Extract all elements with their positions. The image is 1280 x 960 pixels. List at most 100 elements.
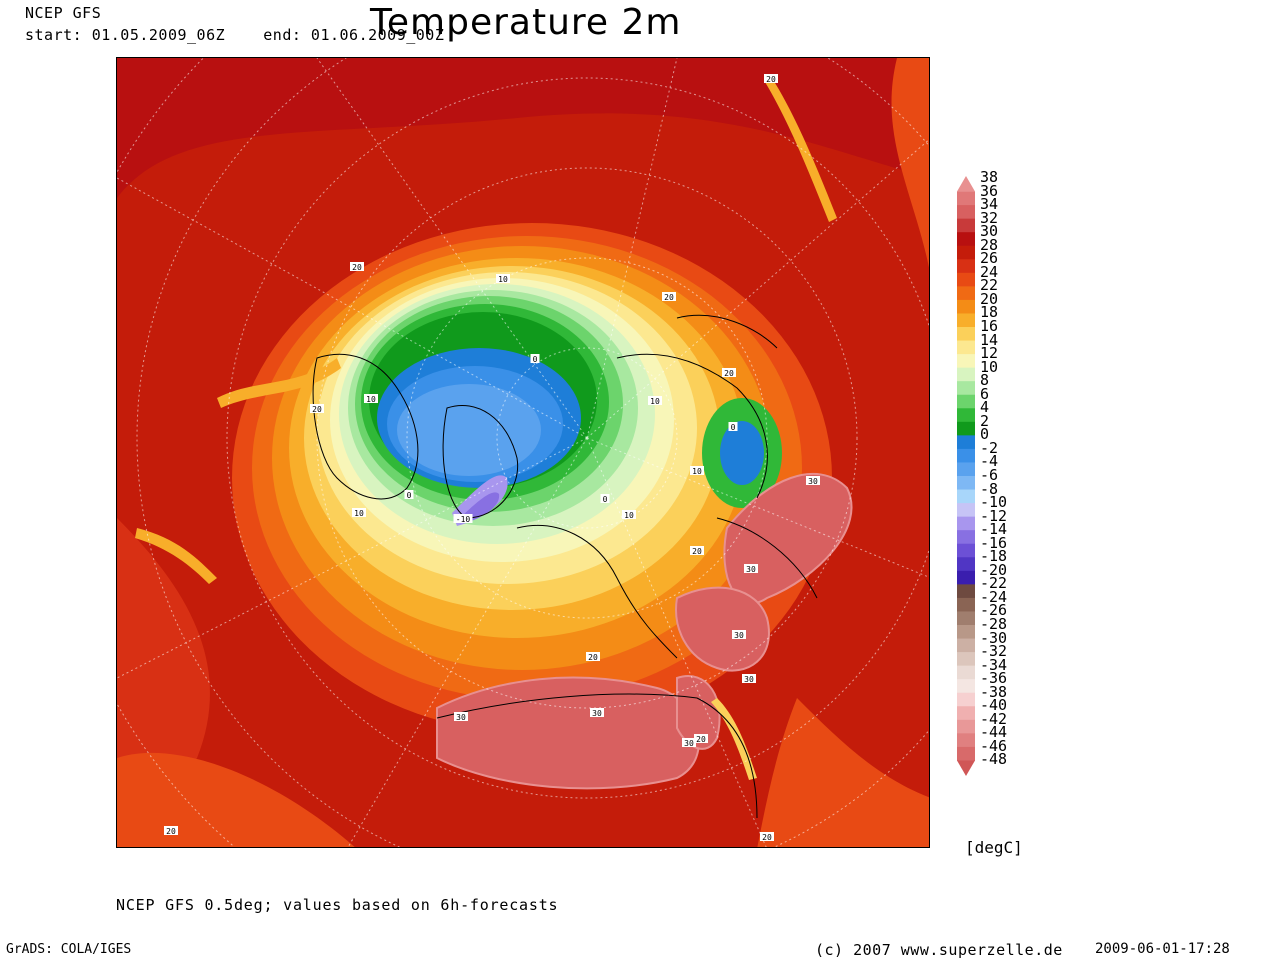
contour-label-bg xyxy=(453,514,473,523)
legend-tick-label: 32 xyxy=(980,208,999,227)
legend-swatch xyxy=(957,733,975,748)
contour-label-bg xyxy=(690,546,704,555)
legend-tick-label: 14 xyxy=(980,330,999,349)
chart-title: Temperature 2m xyxy=(370,2,682,43)
legend-tick-label: -16 xyxy=(980,533,1008,552)
contour-label-bg xyxy=(722,368,736,377)
legend-tick-label: -26 xyxy=(980,601,1008,620)
legend-swatch xyxy=(957,530,975,545)
legend-swatch xyxy=(957,462,975,477)
legend-tick-label: -30 xyxy=(980,628,1008,647)
legend-tick-label: 34 xyxy=(980,195,999,214)
contour-label-bg xyxy=(350,262,364,271)
legend-swatch xyxy=(957,625,975,640)
copyright: (c) 2007 www.superzelle.de xyxy=(815,941,1063,959)
central-asia-blue-patch xyxy=(720,421,764,485)
legend-tick-label: 28 xyxy=(980,235,999,254)
legend-swatch xyxy=(957,218,975,233)
contour-label: 10 xyxy=(366,395,376,404)
temperature-map: 20 20 20 20 20 20 20 20 20 20 10 10 10 10 10 10 0 0 0 0 -10 3… xyxy=(116,57,930,848)
legend-tick-label: -34 xyxy=(980,655,1008,674)
contour-label: 20 xyxy=(166,827,176,836)
contour-label: 20 xyxy=(696,735,706,744)
legend-swatch xyxy=(957,286,975,301)
contour-label-bg xyxy=(352,508,366,517)
contour-label-bg xyxy=(742,674,756,683)
legend-swatch xyxy=(957,719,975,734)
contour-label: 20 xyxy=(762,833,772,842)
contour-label-group: 20 20 20 20 20 20 20 20 20 20 10 10 10 10 10 10 0 0 0 0 -10 3… xyxy=(164,74,820,842)
contour-label: 30 xyxy=(684,739,694,748)
legend-tick-label: -2 xyxy=(980,438,999,457)
legend-tick-label: -32 xyxy=(980,642,1008,661)
legend-swatch xyxy=(957,665,975,680)
legend-swatch xyxy=(957,570,975,585)
contour-label: -10 xyxy=(456,515,471,524)
legend-tick-label: 30 xyxy=(980,222,999,241)
contour-label: 0 xyxy=(731,423,736,432)
legend-swatch xyxy=(957,327,975,342)
legend-swatch xyxy=(957,706,975,721)
timestamp: 2009-06-01-17:28 xyxy=(1095,941,1230,957)
contour-label: 20 xyxy=(588,653,598,662)
contour-label: 0 xyxy=(407,491,412,500)
legend-tick-label: -22 xyxy=(980,574,1008,593)
period-label: start: 01.05.2009_06Z end: 01.06.2009_00… xyxy=(25,26,445,44)
legend-tick-label: 18 xyxy=(980,303,999,322)
graticule xyxy=(117,58,929,847)
contour-label: 30 xyxy=(734,631,744,640)
legend-tick-label: 10 xyxy=(980,357,999,376)
contour-label: 20 xyxy=(352,263,362,272)
legend-tick-label: 20 xyxy=(980,289,999,308)
contour-label-bg xyxy=(732,630,746,639)
mountain-streak-2 xyxy=(217,358,341,408)
legend-swatch xyxy=(957,191,975,206)
legend-tick-label: -28 xyxy=(980,615,1008,633)
source-note: NCEP GFS 0.5deg; values based on 6h-fore… xyxy=(116,896,559,914)
contour-label: 30 xyxy=(808,477,818,486)
legend-tick-label: -12 xyxy=(980,506,1008,525)
contour-label-bg xyxy=(690,466,704,475)
legend-tick-label: -20 xyxy=(980,560,1008,579)
contour-label-bg xyxy=(694,734,708,743)
contour-label-bg xyxy=(728,422,738,431)
legend-tick-label: 8 xyxy=(980,371,990,390)
legend-swatch xyxy=(957,354,975,369)
contour-label-bg xyxy=(622,510,636,519)
legend-swatch xyxy=(957,205,975,220)
contour-label-bg xyxy=(164,826,178,835)
legend-swatch xyxy=(957,760,975,776)
contour-label: 20 xyxy=(692,547,702,556)
legend-tick-label: -4 xyxy=(980,452,999,471)
grads-credit: GrADS: COLA/IGES xyxy=(6,942,132,957)
legend-tick-label: -24 xyxy=(980,587,1008,606)
contour-label: 10 xyxy=(692,467,702,476)
legend-bar xyxy=(957,176,975,776)
sahara-hot-region xyxy=(436,676,700,790)
legend-tick-label: -18 xyxy=(980,547,1008,566)
mountain-streak-1 xyxy=(765,78,837,222)
legend-swatch xyxy=(957,259,975,274)
contour-label: 10 xyxy=(354,509,364,518)
middle-east-hot-region xyxy=(675,586,770,672)
contour-label: 30 xyxy=(456,713,466,722)
contour-label-bg xyxy=(764,74,778,83)
legend-swatch xyxy=(957,489,975,504)
legend-swatch xyxy=(957,597,975,612)
legend-tick-label: 2 xyxy=(980,411,990,430)
legend-swatch xyxy=(957,448,975,463)
legend-swatch xyxy=(957,692,975,707)
legend-tick-label: -44 xyxy=(980,723,1008,742)
legend-tick-label: -14 xyxy=(980,520,1008,539)
legend-tick-label: -10 xyxy=(980,493,1008,512)
contour-label-bg xyxy=(310,404,324,413)
contour-label-bg xyxy=(590,708,604,717)
legend-swatch xyxy=(957,557,975,572)
contour-label-bg xyxy=(586,652,600,661)
legend-tick-label: 16 xyxy=(980,317,999,335)
legend-tick-label: 38 xyxy=(980,168,999,186)
contour-label-bg xyxy=(454,712,468,721)
legend-swatch xyxy=(957,611,975,626)
contour-label-bg xyxy=(682,738,696,747)
legend-swatch xyxy=(957,408,975,423)
